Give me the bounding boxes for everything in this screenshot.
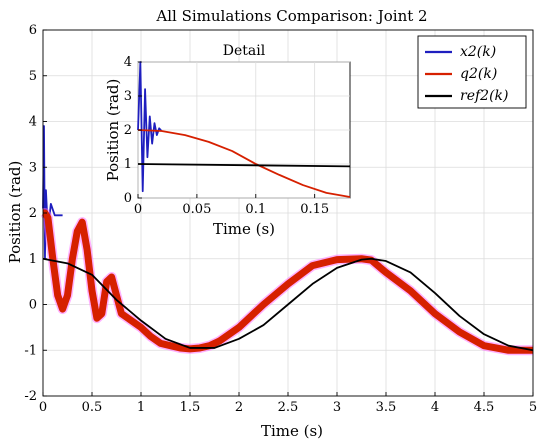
main-x-tick-label: 4.5	[474, 400, 495, 415]
inset-y-tick-label: 3	[124, 89, 132, 104]
main-y-tick-label: 3	[29, 160, 37, 175]
main-x-tick-label: 2.5	[278, 400, 299, 415]
inset-series-line-x2k	[137, 61, 163, 193]
main-series	[39, 125, 534, 356]
main-x-tick-label: 1	[137, 400, 145, 415]
main-x-tick-label: 3	[333, 400, 341, 415]
y-axis-label: Position (rad)	[6, 161, 24, 264]
main-x-tick-label: 5	[529, 400, 537, 415]
x-axis-label: Time (s)	[261, 422, 323, 440]
inset-series-line-q2k	[137, 129, 351, 198]
inset-y-tick-label: 1	[124, 157, 132, 172]
main-y-tick-label: -2	[24, 389, 37, 404]
inset-series-line-ref2k	[137, 163, 351, 168]
main-x-tick-label: 4	[431, 400, 439, 415]
main-y-tick-label: 4	[29, 115, 37, 130]
main-y-tick-label: 2	[29, 206, 37, 221]
inset-series	[137, 61, 351, 198]
legend-label-x2: x2(k)	[460, 44, 496, 60]
inset-x-tick-label: 0.1	[245, 202, 266, 217]
inset-x-tick-label: 0	[134, 202, 142, 217]
main-y-tick-label: 1	[29, 252, 37, 267]
main-x-tick-label: 2	[235, 400, 243, 415]
legend-label-q2: q2(k)	[460, 66, 497, 82]
inset-chart: 0 0.05 0.1 0.15 0 1 2 3 4 Detail Time (s) Positi…	[104, 43, 351, 238]
inset-y-tick-label: 0	[124, 191, 132, 206]
inset-y-label: Position (rad)	[104, 79, 122, 182]
inset-x-tick-label: 0.05	[182, 202, 211, 217]
main-x-tick-label: 3.5	[376, 400, 397, 415]
inset-title: Detail	[223, 43, 266, 59]
main-y-tick-label: -1	[24, 343, 37, 358]
main-series-line-ref2k	[42, 257, 534, 352]
main-y-tick-label: 5	[29, 69, 37, 84]
inset-x-label: Time (s)	[213, 220, 275, 238]
main-x-tick-label: 0.5	[82, 400, 103, 415]
chart-title: All Simulations Comparison: Joint 2	[155, 7, 427, 25]
main-ticks: 0 0.5 1 1.5 2 2.5 3 3.5 4 4.5 5 -2 -1 0 1 2 3 4 5 6	[24, 23, 537, 415]
main-y-tick-label: 6	[29, 23, 37, 38]
main-x-tick-label: 1.5	[180, 400, 201, 415]
legend-label-ref2: ref2(k)	[460, 88, 508, 104]
main-x-tick-label: 0	[39, 400, 47, 415]
main-y-tick-label: 0	[29, 298, 37, 313]
legend: x2(k) q2(k) ref2(k)	[417, 35, 527, 109]
inset-x-tick-label: 0.15	[300, 202, 329, 217]
inset-y-tick-label: 2	[124, 123, 132, 138]
inset-y-tick-label: 4	[124, 55, 132, 70]
inset-ticks: 0 0.05 0.1 0.15 0 1 2 3 4	[124, 55, 329, 217]
